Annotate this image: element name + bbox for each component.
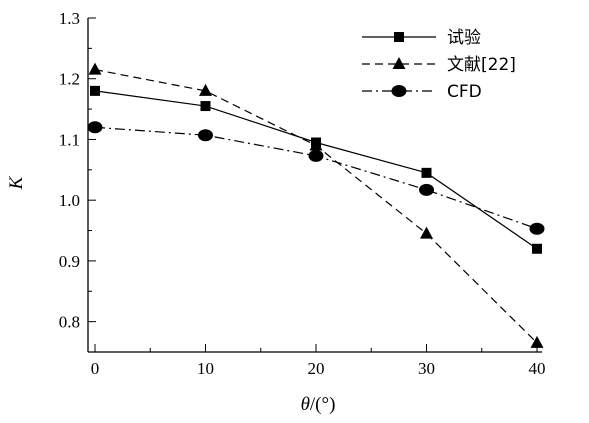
x-tick-label: 0 — [91, 359, 100, 378]
y-tick-label: 0.9 — [59, 252, 80, 271]
y-tick-label: 1.1 — [59, 130, 80, 149]
x-axis-label: θ/(°) — [301, 394, 336, 415]
x-tick-label: 40 — [529, 359, 546, 378]
series-0 — [90, 85, 542, 254]
data-point — [532, 243, 542, 254]
data-point — [420, 226, 433, 239]
legend-label: CFD — [447, 82, 482, 102]
data-point — [200, 101, 211, 112]
data-point — [309, 138, 323, 151]
x-axis-symbol: θ — [301, 394, 310, 415]
x-tick-label: 20 — [308, 359, 325, 378]
ticks: 0.8 0.9 1.0 1.1 1.2 1.3 0 10 20 30 40 — [59, 9, 546, 378]
data-point — [199, 83, 212, 96]
legend-marker — [392, 57, 406, 69]
data-point — [419, 183, 434, 196]
x-tick-label: 10 — [197, 359, 214, 378]
legend-marker — [391, 85, 407, 97]
y-tick-label: 1.3 — [59, 9, 80, 28]
series-line — [94, 69, 538, 344]
data-point — [87, 121, 103, 134]
legend-label: 试验 — [447, 28, 481, 48]
y-tick-label: 0.8 — [59, 313, 80, 332]
series-group — [87, 62, 545, 348]
y-tick-label: 1.2 — [59, 70, 80, 89]
x-tick-label: 30 — [418, 359, 435, 378]
series-2 — [87, 121, 545, 235]
y-tick-label: 1.0 — [59, 191, 80, 210]
legend-label: 文献[22] — [447, 55, 516, 75]
y-axis-label: K — [6, 175, 27, 190]
data-point — [88, 62, 102, 75]
data-point — [530, 335, 544, 348]
data-point — [308, 149, 324, 162]
legend-marker — [394, 32, 404, 42]
data-point — [90, 85, 100, 96]
x-axis-unit: /(°) — [310, 394, 336, 415]
data-point — [421, 167, 432, 178]
series-1 — [88, 62, 544, 348]
data-point — [198, 129, 213, 142]
axes — [87, 18, 542, 353]
series-line — [94, 90, 538, 250]
data-point — [529, 222, 545, 235]
